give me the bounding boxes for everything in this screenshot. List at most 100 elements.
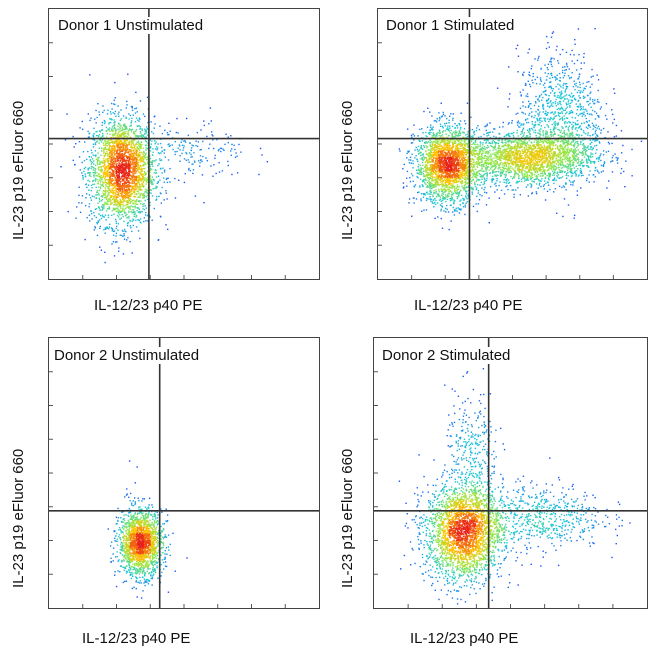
data-point: [147, 163, 149, 165]
data-point: [159, 158, 161, 160]
data-point: [140, 159, 142, 161]
data-point: [153, 140, 156, 142]
data-point: [142, 203, 144, 206]
data-point: [579, 113, 581, 116]
data-point: [522, 74, 524, 77]
data-point: [503, 173, 506, 176]
data-point: [575, 175, 577, 177]
data-point: [73, 146, 75, 148]
data-point: [99, 179, 101, 182]
data-point: [117, 211, 120, 213]
data-point: [109, 171, 111, 173]
data-point: [434, 119, 437, 122]
data-point: [82, 178, 84, 180]
data-point: [486, 144, 489, 147]
data-point: [537, 99, 539, 101]
data-point: [485, 142, 487, 144]
data-point: [135, 219, 137, 222]
data-point: [112, 208, 115, 211]
data-point: [420, 168, 422, 171]
data-point: [152, 183, 154, 185]
data-point: [568, 163, 570, 166]
data-point: [429, 191, 432, 193]
data-point: [596, 149, 598, 151]
data-point: [113, 99, 115, 102]
data-point: [125, 126, 128, 129]
data-point: [90, 117, 92, 119]
data-point: [132, 158, 135, 160]
data-point: [138, 117, 141, 119]
data-point: [459, 200, 461, 202]
data-point: [548, 176, 551, 178]
data-point: [138, 125, 141, 127]
data-point: [112, 197, 115, 200]
data-point: [132, 182, 134, 184]
data-point: [416, 172, 419, 174]
data-point: [102, 192, 104, 195]
data-point: [613, 92, 616, 94]
data-point: [102, 165, 104, 168]
data-point: [582, 106, 584, 108]
data-point: [416, 175, 418, 178]
data-point: [138, 186, 140, 188]
data-point: [421, 158, 423, 160]
data-point: [553, 126, 556, 129]
data-point: [583, 122, 585, 124]
data-point: [486, 177, 488, 180]
data-point: [466, 197, 468, 200]
data-point: [120, 177, 122, 180]
data-point: [123, 149, 125, 151]
data-point: [567, 171, 569, 174]
data-point: [94, 169, 96, 172]
data-point: [115, 164, 117, 166]
data-point: [145, 152, 147, 154]
data-point: [446, 117, 448, 120]
data-point: [138, 181, 140, 184]
data-point: [437, 132, 439, 134]
data-point: [531, 65, 533, 67]
data-point: [557, 122, 559, 124]
data-point: [542, 107, 544, 109]
data-point: [561, 163, 563, 166]
data-point: [575, 85, 577, 87]
data-point: [580, 90, 582, 92]
data-point: [112, 112, 114, 114]
data-point: [126, 194, 128, 197]
data-point: [111, 177, 114, 180]
data-point: [497, 170, 500, 173]
data-point: [443, 191, 445, 194]
data-point: [111, 210, 113, 212]
data-point: [531, 120, 533, 123]
data-point: [125, 179, 128, 181]
data-point: [535, 178, 538, 180]
data-point: [588, 158, 590, 160]
data-point: [428, 178, 431, 181]
data-point: [596, 74, 598, 76]
data-point: [126, 193, 128, 195]
data-point: [157, 152, 160, 154]
data-point: [500, 174, 503, 176]
data-point: [117, 157, 120, 159]
data-point: [113, 183, 115, 185]
data-point: [87, 184, 90, 186]
data-point: [490, 145, 493, 148]
data-point: [478, 136, 480, 138]
data-point: [142, 113, 145, 115]
data-point: [100, 181, 102, 183]
data-point: [161, 186, 163, 189]
data-point: [87, 150, 89, 153]
data-point: [132, 202, 134, 204]
data-point: [544, 136, 547, 138]
data-point: [549, 85, 552, 88]
data-point: [428, 177, 430, 179]
data-point: [178, 179, 180, 182]
data-point: [545, 35, 548, 38]
data-point: [554, 95, 556, 97]
data-point: [479, 144, 482, 146]
data-point: [142, 155, 144, 157]
data-point: [520, 94, 522, 96]
data-point: [135, 226, 138, 228]
data-point: [100, 217, 103, 220]
data-point: [598, 157, 600, 160]
data-point: [584, 88, 586, 90]
